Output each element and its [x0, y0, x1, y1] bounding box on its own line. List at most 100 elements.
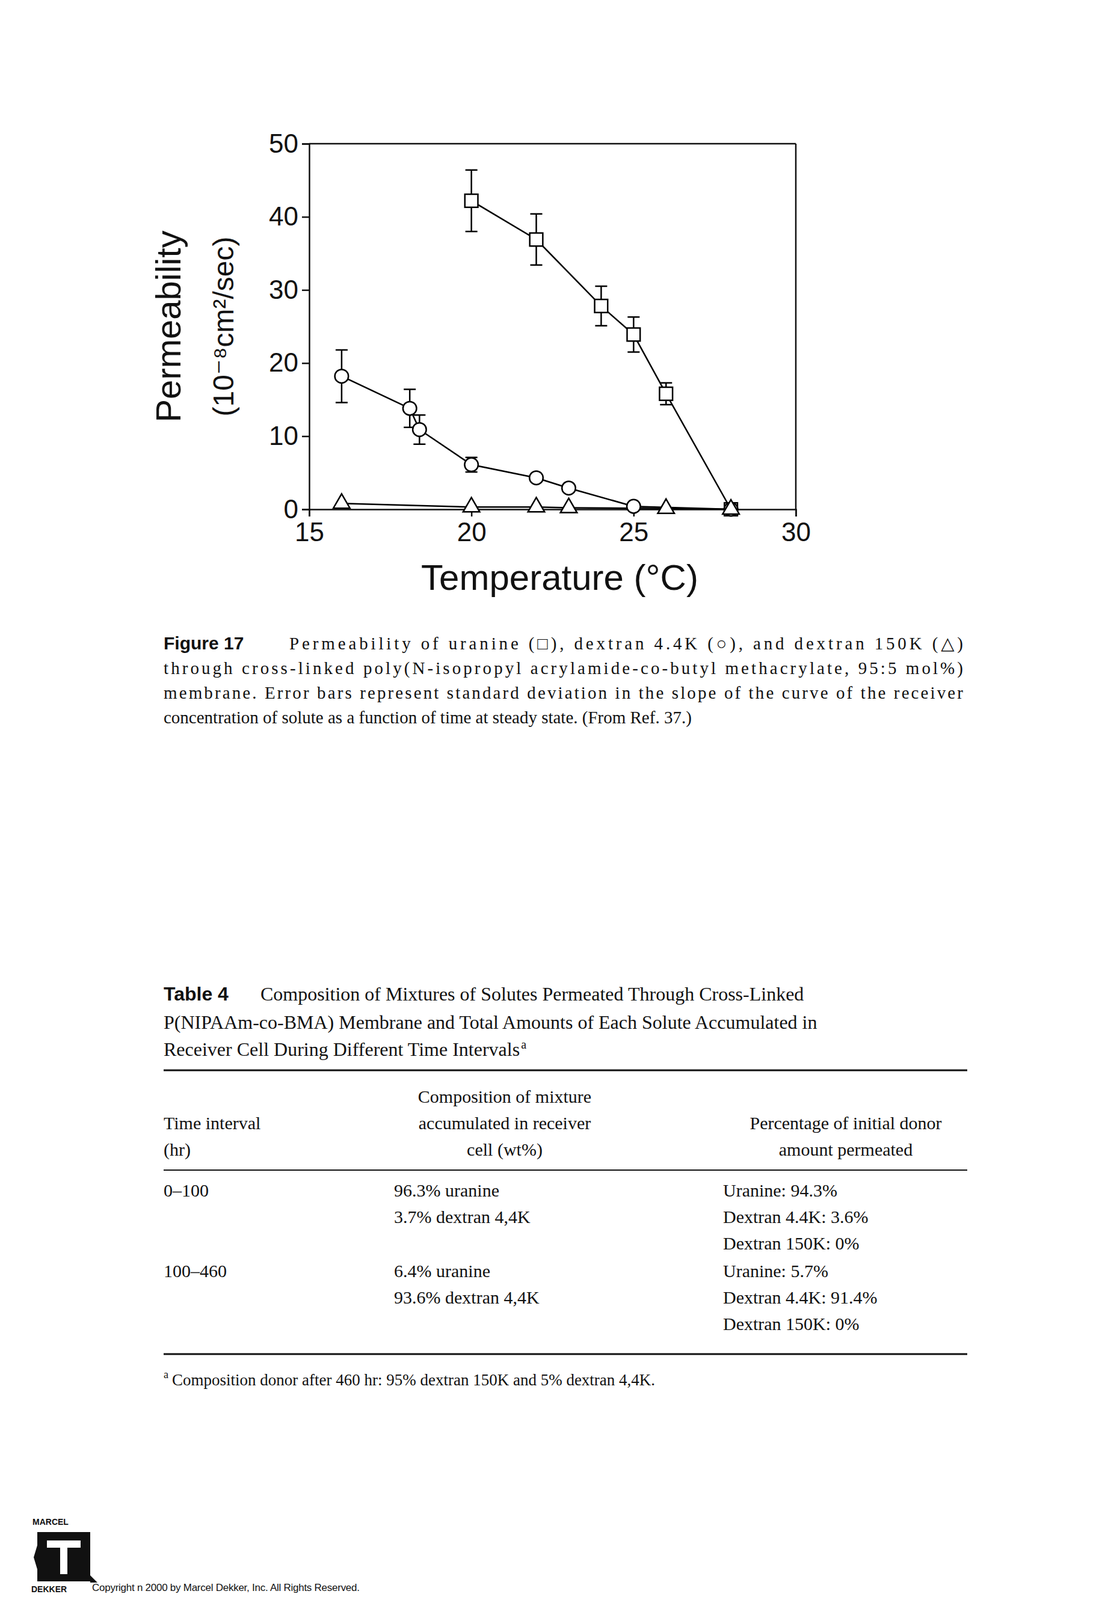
table-header-cell: (hr): [163, 1139, 191, 1161]
x-tick: 20: [457, 509, 487, 547]
x-tick: 25: [618, 509, 649, 547]
publisher-name-bottom: DEKKER: [31, 1585, 67, 1595]
table-rule: [163, 1354, 968, 1356]
error-bar: [530, 214, 543, 266]
y-tick-label: 20: [268, 347, 299, 378]
table-cell: Dextran 150K: 0%: [723, 1233, 860, 1254]
page-background: [0, 0, 1105, 1600]
table-cell: Uranine: 5.7%: [723, 1261, 829, 1282]
data-point: [412, 422, 427, 437]
y-tick-mark: [301, 216, 310, 219]
copyright: Copyright n 2000 by Marcel Dekker, Inc. …: [92, 1582, 360, 1595]
footnote-marker: a: [163, 1369, 169, 1382]
data-point: [657, 499, 675, 514]
y-tick-mark: [301, 436, 310, 438]
x-tick-label: 15: [294, 517, 325, 547]
data-point: [463, 497, 481, 512]
table-footnote: Composition donor after 460 hr: 95% dext…: [172, 1371, 656, 1390]
frame-top: [309, 143, 796, 145]
table-cell: 0–100: [163, 1180, 209, 1201]
error-bar: [659, 383, 672, 405]
table-title-line: P(NIPAAm-co-BMA) Membrane and Total Amou…: [163, 1011, 817, 1034]
data-point: [529, 470, 544, 485]
plot-lines: [341, 200, 731, 510]
page: 1520253001020304050Temperature (°C)Perme…: [0, 0, 1105, 1600]
y-axis: 0 10 20 30 40 50: [268, 128, 310, 524]
caption-line: Permeability of uranine (□), dextran 4.4…: [289, 634, 964, 654]
table-header-cell: cell (wt%): [466, 1139, 543, 1161]
table-cell: 6.4% uranine: [393, 1261, 491, 1282]
y-tick-mark: [301, 362, 310, 365]
series-line: [341, 376, 731, 510]
error-bar: [594, 286, 607, 327]
y-tick-mark: [301, 143, 310, 145]
data-point: [561, 481, 576, 496]
error-bar: [627, 317, 640, 352]
table-cell: 100–460: [163, 1261, 227, 1282]
y-tick-label: 10: [268, 421, 299, 451]
figure-caption: Figure 17 Permeability of uranine (□), de…: [163, 633, 964, 728]
x-tick-label: 30: [781, 517, 811, 547]
data-point: [464, 194, 479, 208]
y-axis-unit: (10⁻⁸cm²/sec): [207, 237, 240, 417]
x-tick-mark: [308, 509, 311, 517]
y-tick-mark: [301, 508, 310, 511]
data-point: [659, 387, 673, 401]
data-point: [403, 401, 417, 416]
error-bar: [465, 170, 478, 232]
x-tick-label: 20: [457, 517, 487, 547]
table-header-cell: Time interval: [163, 1113, 261, 1134]
table-header-cell: accumulated in receiver: [418, 1113, 592, 1134]
y-axis-title: Permeability: [148, 230, 188, 423]
caption-line: concentration of solute as a function of…: [163, 707, 692, 728]
series-line: [471, 200, 731, 510]
data-point: [722, 499, 740, 515]
chart: 1520253001020304050Temperature (°C)Perme…: [148, 128, 811, 598]
data-point: [560, 498, 578, 514]
x-tick-mark: [795, 509, 798, 517]
y-axis-line: [301, 144, 310, 511]
data-point: [333, 493, 351, 509]
y-tick: 0: [283, 494, 310, 524]
y-tick-label: 0: [283, 494, 299, 524]
caption-label: Figure 17: [163, 633, 244, 654]
data-point: [464, 458, 479, 473]
y-tick-mark: [301, 289, 310, 292]
x-tick: 15: [294, 509, 325, 547]
publisher-logo-detail: [33, 1545, 98, 1584]
y-tick-label: 40: [268, 201, 299, 231]
table-header-cell: Percentage of initial donor: [749, 1113, 942, 1134]
table-cell: Dextran 4.4K: 3.6%: [723, 1207, 869, 1228]
table-rule: [163, 1169, 968, 1172]
data-point: [528, 497, 545, 512]
footer: MARCEL DEKKER Copyright n 2000 by Marcel D…: [31, 1517, 360, 1595]
data-point: [594, 299, 609, 313]
y-tick: 40: [268, 201, 310, 231]
x-tick-label: 25: [618, 517, 649, 547]
y-tick: 10: [268, 421, 310, 451]
table-header-cell: amount permeated: [778, 1139, 913, 1160]
data-point: [529, 232, 544, 247]
table-cell: 96.3% uranine: [393, 1180, 500, 1201]
table-title-line: Composition of Mixtures of Solutes Perme…: [260, 983, 804, 1006]
publisher-logo: [37, 1532, 91, 1583]
table-label: Table 4: [163, 983, 229, 1006]
y-tick: 50: [268, 128, 310, 159]
table-header-cell: Composition of mixture: [418, 1086, 592, 1107]
data-point: [626, 499, 641, 514]
y-tick: 20: [268, 347, 310, 378]
table-cell: Uranine: 94.3%: [723, 1180, 838, 1201]
table-rule: [163, 1070, 968, 1072]
y-tick: 30: [268, 274, 310, 305]
table-cell: Dextran 150K: 0%: [723, 1314, 860, 1335]
frame-right: [795, 143, 798, 510]
data-point: [335, 369, 349, 384]
table-cell: Dextran 4.4K: 91.4%: [723, 1287, 878, 1308]
caption-line: through cross-linked poly(N-isopropyl ac…: [163, 658, 964, 679]
plot-markers: [333, 170, 740, 517]
publisher-name-top: MARCEL: [32, 1517, 69, 1528]
footnote-marker: a: [520, 1038, 527, 1052]
data-point: [626, 328, 641, 342]
table: Table 4 Composition of Mixtures of Solute…: [163, 983, 968, 1390]
y-tick-label: 50: [268, 128, 299, 159]
